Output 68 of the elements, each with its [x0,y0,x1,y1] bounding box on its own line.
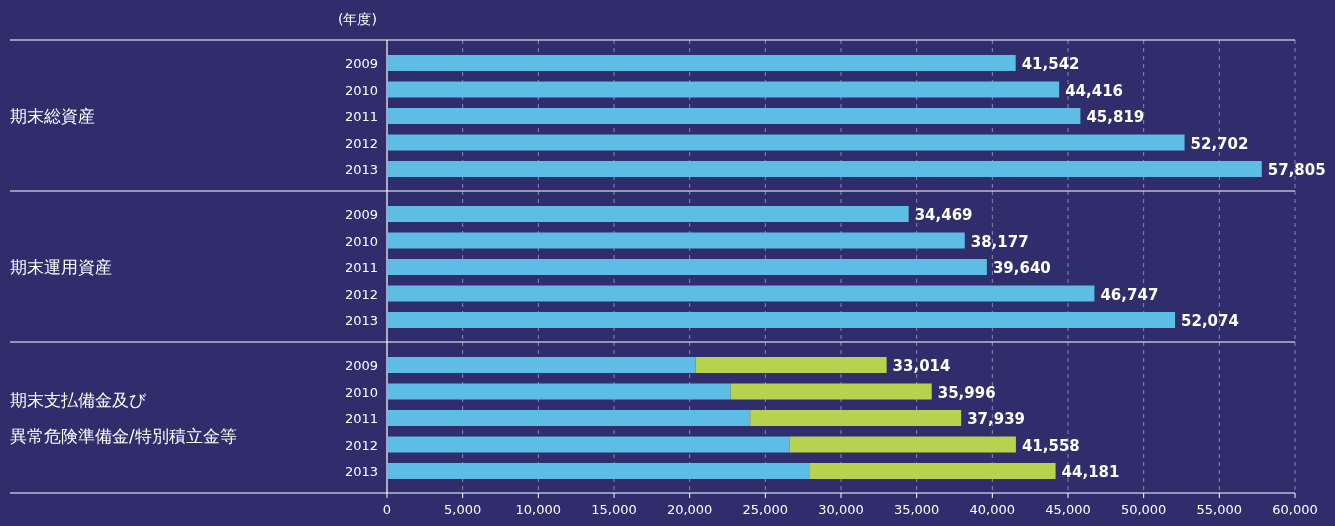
total-label: 37,939 [967,410,1026,428]
y-axis-title: 期末運用資産 [10,256,112,277]
text: (年度) [338,11,377,27]
total-label: 41,558 [1021,436,1080,455]
x-tick-label: 50,000 [1120,502,1167,517]
bar [387,206,909,222]
y-tick-label: 2010 [344,82,378,98]
total-label: 35,996 [937,383,996,402]
bar [730,383,932,400]
x-tick-label: 20,000 [666,502,713,517]
data-label: 44,416 [1065,81,1124,100]
y-tick-label: 2013 [344,464,378,479]
bar [750,410,962,426]
y-tick-label: 2013 [344,313,378,328]
y-tick-label: 2009 [344,207,378,222]
x-tick-label: 35,000 [893,502,940,517]
bar [387,463,810,479]
y-tick-label: 2011 [344,260,378,275]
x-tick-label: 60,000 [1272,502,1318,517]
x-tick-label: 55,000 [1196,502,1243,517]
data-label: 38,177 [970,232,1029,251]
bar [387,436,790,453]
bar [387,312,1176,328]
bar [387,55,1016,71]
data-label: 45,819 [1086,108,1145,126]
y-axis-title: 期末総資産 [10,105,95,126]
y-tick-label: 2010 [344,233,378,249]
bar [387,232,965,249]
bar [387,357,696,373]
y-tick-label: 2011 [344,109,378,124]
bar [387,81,1060,98]
x-tick-label: 0 [382,502,392,517]
data-label: 41,542 [1021,55,1080,73]
bar [809,463,1056,479]
bar [387,108,1081,124]
bar [387,259,987,275]
bar [695,357,887,373]
bar [387,285,1095,302]
x-tick-label: 10,000 [515,502,562,517]
data-label: 52,074 [1181,312,1239,330]
text: 異常危険準備金/特別積立金等 [10,425,237,446]
bar [387,161,1262,177]
x-tick-label: 30,000 [818,502,864,517]
y-tick-label: 2009 [344,56,378,71]
y-tick-label: 2012 [344,135,378,151]
data-label: 39,640 [992,259,1051,277]
y-tick-label: 2009 [344,358,378,373]
x-tick-label: 25,000 [742,502,789,517]
data-label: 34,469 [914,206,973,224]
y-tick-label: 2010 [344,384,378,400]
y-axis-title: 期末支払備金及び [10,389,147,410]
y-tick-label: 2012 [344,437,378,453]
data-label: 52,702 [1190,134,1249,153]
x-tick-label: 5,000 [444,502,482,517]
x-tick-label: 45,000 [1045,502,1091,517]
x-tick-label: 15,000 [591,502,637,517]
y-tick-label: 2013 [344,162,378,177]
x-tick-label: 40,000 [969,502,1016,517]
y-tick-label: 2012 [344,286,378,302]
data-label: 57,805 [1267,161,1326,179]
bar [387,410,751,426]
bar [789,436,1016,453]
y-tick-label: 2011 [344,411,378,426]
bar [387,383,731,400]
bar [387,134,1185,151]
data-label: 46,747 [1100,285,1159,304]
total-label: 44,181 [1061,463,1120,481]
total-label: 33,014 [892,357,951,375]
